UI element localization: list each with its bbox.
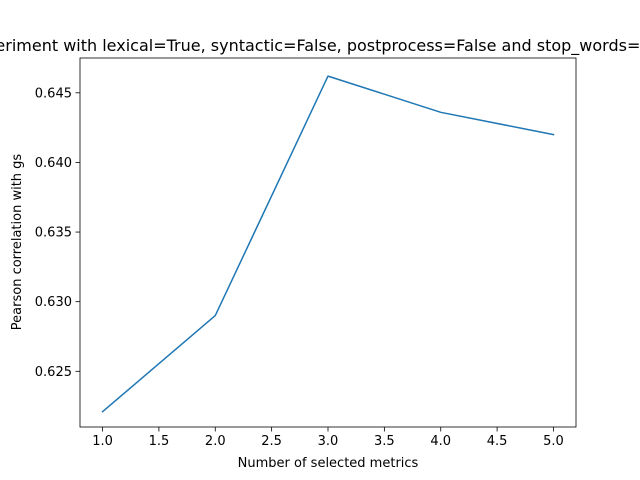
plot-frame bbox=[79, 57, 577, 428]
y-tick-label: 0.645 bbox=[35, 86, 72, 101]
x-axis-label: Number of selected metrics bbox=[238, 456, 419, 471]
y-tick-label: 0.640 bbox=[35, 156, 72, 171]
x-tick-label: 4.0 bbox=[430, 434, 451, 449]
y-axis-label: Pearson correlation with gs bbox=[10, 154, 25, 331]
chart-title: Experiment with lexical=True, syntactic=… bbox=[0, 36, 640, 56]
y-tick-label: 0.635 bbox=[35, 226, 72, 241]
x-tick-label: 2.0 bbox=[205, 434, 226, 449]
x-tick-label: 3.5 bbox=[374, 434, 395, 449]
x-tick-label: 3.0 bbox=[318, 434, 339, 449]
x-tick-label: 1.0 bbox=[92, 434, 113, 449]
x-tick-label: 1.5 bbox=[149, 434, 170, 449]
y-tick-label: 0.625 bbox=[35, 365, 72, 380]
plot-area: 1.0 1.5 2.0 2.5 3.0 3.5 4.0 4.5 5.0 0.625 0.630 0.6… bbox=[35, 57, 577, 449]
series-line-0 bbox=[101, 75, 555, 413]
x-tick-label: 5.0 bbox=[543, 434, 564, 449]
y-tick-label: 0.630 bbox=[35, 295, 72, 310]
x-tick-label: 4.5 bbox=[487, 434, 508, 449]
x-tick-label: 2.5 bbox=[261, 434, 282, 449]
